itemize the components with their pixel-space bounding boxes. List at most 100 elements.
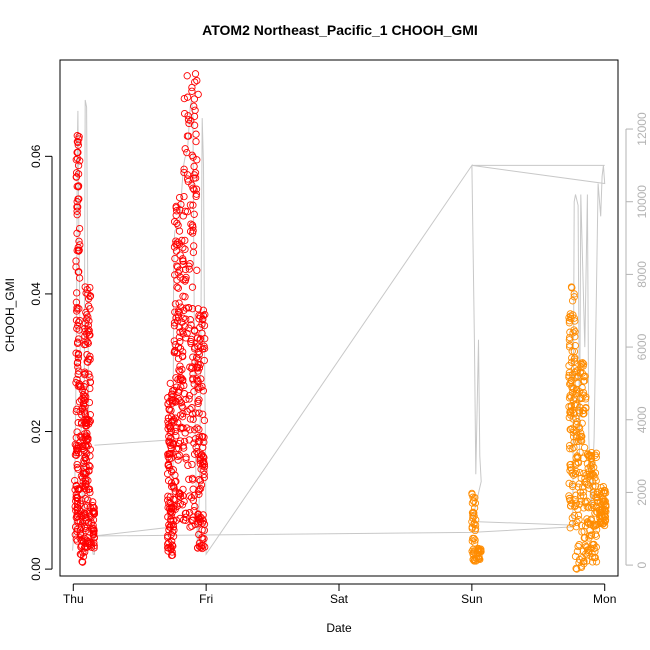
data-point — [181, 293, 189, 301]
data-point — [165, 438, 173, 446]
data-point — [570, 443, 578, 452]
data-point — [574, 542, 582, 551]
data-point — [84, 485, 93, 494]
data-point — [198, 320, 206, 328]
data-point — [74, 354, 83, 362]
data-point — [199, 443, 207, 452]
data-point — [573, 565, 581, 573]
data-point — [585, 484, 593, 492]
data-point — [178, 402, 186, 410]
y-tick-label: 0.04 — [29, 282, 43, 306]
data-point — [574, 459, 583, 467]
data-point — [84, 442, 92, 450]
data-point — [601, 512, 609, 521]
data-point — [195, 514, 203, 523]
data-point — [73, 203, 81, 211]
data-point — [577, 563, 586, 572]
data-point — [171, 308, 179, 316]
data-point — [181, 245, 189, 253]
data-point — [175, 308, 183, 316]
data-point — [190, 210, 198, 218]
data-point — [580, 377, 589, 385]
data-point — [165, 526, 173, 534]
data-point — [188, 474, 197, 483]
data-point — [592, 449, 601, 457]
data-point — [73, 446, 81, 455]
data-point — [586, 526, 594, 535]
data-point — [565, 319, 574, 327]
data-point — [81, 396, 89, 404]
data-point — [602, 501, 610, 510]
data-point — [75, 247, 83, 255]
data-point — [81, 454, 89, 462]
series-flight-b — [468, 283, 610, 573]
data-point — [172, 207, 181, 215]
data-point — [600, 497, 608, 505]
data-point — [194, 518, 202, 526]
data-point — [170, 526, 178, 534]
data-point — [83, 311, 91, 319]
data-point — [196, 456, 204, 465]
data-point — [76, 157, 84, 165]
data-point — [84, 434, 92, 442]
data-point — [568, 514, 576, 522]
data-point — [74, 161, 83, 170]
data-point — [179, 255, 187, 263]
data-point — [188, 460, 196, 469]
data-point — [172, 383, 181, 391]
data-point — [580, 409, 588, 418]
data-point — [190, 162, 198, 171]
data-point — [76, 526, 85, 534]
data-point — [82, 468, 90, 477]
data-point — [190, 186, 198, 194]
data-point — [163, 470, 172, 478]
data-point — [83, 419, 91, 427]
data-point — [176, 367, 184, 375]
data-point — [577, 521, 586, 530]
data-point — [72, 257, 80, 265]
plot-frame — [59, 59, 619, 577]
data-point — [77, 420, 86, 428]
data-point — [86, 331, 94, 339]
data-point — [72, 298, 81, 306]
data-point — [78, 386, 86, 394]
data-point — [183, 424, 191, 432]
data-point — [579, 454, 588, 462]
altitude-bridge — [94, 439, 173, 446]
data-point — [566, 524, 574, 532]
data-point — [199, 306, 208, 314]
data-point — [599, 482, 608, 491]
data-point — [86, 373, 94, 381]
data-point — [180, 165, 188, 173]
data-point — [171, 478, 179, 486]
data-point — [178, 501, 187, 509]
data-point — [191, 70, 200, 78]
data-point — [183, 208, 192, 216]
y2-tick-label: 4000 — [635, 406, 649, 433]
data-point — [184, 116, 193, 124]
y2-axis: 0 2000 4000 6000 8000 10000 12000 — [625, 112, 649, 568]
data-point — [183, 407, 191, 416]
data-point — [188, 283, 197, 291]
data-point — [174, 307, 183, 315]
data-point — [184, 461, 192, 470]
data-point — [170, 218, 179, 226]
data-point — [72, 451, 81, 459]
data-point — [565, 333, 574, 342]
y-axis-label: CHOOH_GMI — [3, 278, 17, 352]
data-point — [81, 283, 89, 291]
data-point — [575, 423, 583, 431]
data-point — [164, 544, 172, 552]
data-point — [75, 224, 84, 233]
data-point — [577, 432, 585, 441]
data-point — [565, 494, 574, 503]
data-point — [189, 248, 198, 257]
x-tick-label: Mon — [593, 592, 616, 606]
data-point — [566, 463, 575, 472]
data-point — [73, 289, 81, 297]
data-point — [186, 415, 195, 423]
data-point — [169, 542, 177, 550]
data-point — [165, 405, 173, 413]
data-point — [190, 171, 199, 179]
